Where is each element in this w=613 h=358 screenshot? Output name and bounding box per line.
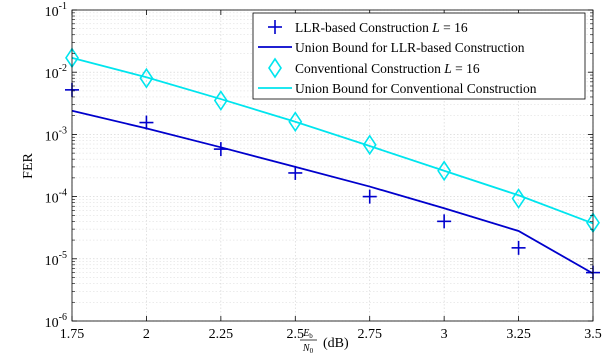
x-tick-label: 3.5: [584, 327, 602, 342]
x-tick-label: 2.25: [209, 327, 234, 342]
legend-label: LLR-based Construction L = 16: [295, 20, 468, 35]
legend: LLR-based Construction L = 16 Union Bound…: [252, 12, 586, 100]
data-point-marker: [511, 188, 526, 210]
legend-label: Union Bound for Conventional Constructio…: [295, 81, 537, 96]
x-label-numerator: Eb: [302, 328, 313, 340]
y-tick-label: 10-3: [45, 125, 67, 144]
tick-labels: 1.75 2 2.25 2.5 2.75 3 3.25 3.5 10-6 10-5 10-4 10-3…: [45, 1, 602, 342]
series-layer: [65, 47, 600, 280]
series-1: [71, 109, 594, 275]
x-tick-label: 2: [143, 327, 150, 342]
data-point-marker: [437, 160, 452, 182]
x-tick-label: 2.75: [357, 327, 382, 342]
x-tick-label: 1.75: [60, 327, 85, 342]
legend-label: Union Bound for LLR-based Construction: [295, 40, 525, 55]
x-label-unit: (dB): [323, 336, 349, 351]
y-tick-label: 10-5: [45, 250, 67, 269]
legend-entry: LLR-based Construction L = 16: [268, 20, 468, 35]
legend-entry: Union Bound for Conventional Constructio…: [258, 81, 537, 96]
series-2: [65, 47, 600, 234]
y-axis-label: FER: [21, 153, 36, 179]
y-tick-label: 10-2: [45, 63, 67, 82]
series-3: [71, 56, 594, 225]
data-point-marker: [362, 134, 377, 156]
legend-entry: Conventional Construction L = 16: [268, 57, 480, 79]
x-tick-label: 2.5: [287, 327, 305, 342]
data-point-marker: [362, 189, 377, 204]
legend-marker-swatch: [268, 57, 282, 79]
axis-ticks: [71, 9, 594, 322]
plot-frame: [71, 9, 594, 322]
data-point-marker: [288, 111, 303, 133]
legend-box: [252, 12, 586, 100]
legend-label: Conventional Construction L = 16: [295, 61, 480, 76]
y-tick-label: 10-6: [45, 312, 67, 331]
legend-entry: Union Bound for LLR-based Construction: [258, 40, 525, 55]
data-point-marker: [139, 115, 154, 130]
y-tick-label: 10-4: [45, 188, 67, 207]
series-line: [71, 56, 594, 225]
data-point-marker: [139, 67, 154, 89]
x-tick-label: 3: [441, 327, 448, 342]
x-label-denominator: N0: [302, 343, 314, 355]
legend-marker-swatch: [268, 20, 282, 34]
data-point-marker: [511, 240, 526, 255]
x-axis-label: Eb N0 (dB): [300, 328, 349, 355]
data-point-marker: [437, 214, 452, 229]
series-line: [71, 109, 594, 275]
y-tick-label: 10-1: [45, 1, 67, 20]
data-point-marker: [288, 165, 303, 180]
x-tick-label: 3.25: [506, 327, 531, 342]
